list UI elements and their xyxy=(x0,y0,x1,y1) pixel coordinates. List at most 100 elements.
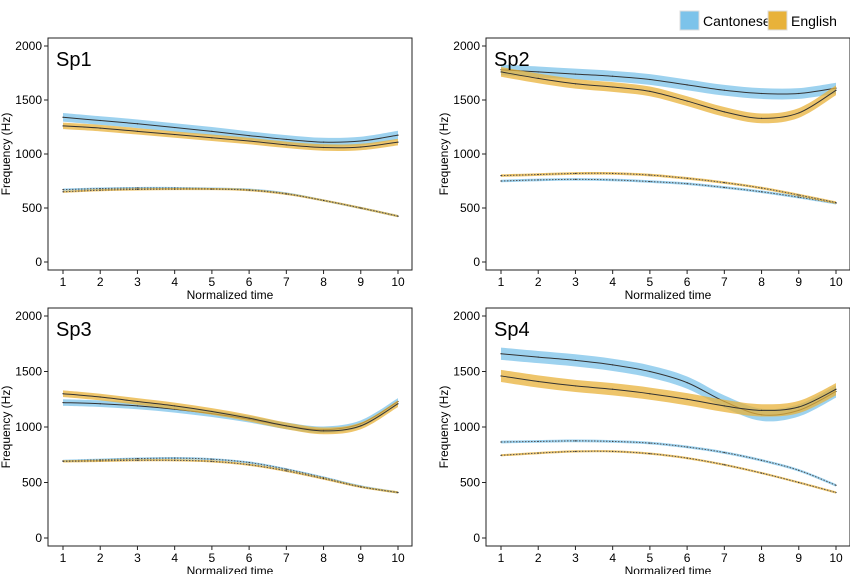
data-point xyxy=(136,400,139,403)
data-point xyxy=(798,92,800,95)
panel-frame xyxy=(47,37,413,271)
y-tick-label: 1000 xyxy=(15,420,42,434)
data-point xyxy=(612,388,614,390)
x-tick-label: 8 xyxy=(320,275,327,289)
data-point xyxy=(500,454,502,456)
x-tick-label: 3 xyxy=(572,275,579,289)
panel-title: Sp2 xyxy=(494,49,530,71)
series-line-cantonese-f2 xyxy=(500,69,837,95)
data-point xyxy=(760,191,763,193)
x-tick-label: 6 xyxy=(684,551,691,565)
data-point xyxy=(798,196,800,198)
x-tick-label: 6 xyxy=(684,275,691,289)
data-point xyxy=(136,123,139,125)
data-point xyxy=(723,111,725,113)
data-point xyxy=(174,405,176,407)
confidence-band-cantonese-f1 xyxy=(501,178,836,205)
data-point xyxy=(649,78,651,81)
legend-swatch-cantonese xyxy=(679,10,700,31)
data-point xyxy=(62,460,64,463)
panel-title: Sp4 xyxy=(494,319,530,341)
data-point xyxy=(99,127,101,129)
confidence-band-english-f2 xyxy=(63,122,398,151)
data-point xyxy=(798,194,800,196)
x-tick-label: 10 xyxy=(391,275,405,289)
panel-title: Sp1 xyxy=(56,49,92,71)
y-tick-label: 0 xyxy=(35,255,42,269)
data-point xyxy=(574,385,577,387)
data-point xyxy=(686,100,688,102)
data-point xyxy=(174,459,176,461)
x-tick-label: 8 xyxy=(758,275,765,289)
x-tick-label: 7 xyxy=(283,275,290,289)
data-point xyxy=(537,380,539,383)
data-point xyxy=(835,491,837,494)
data-point xyxy=(211,188,213,190)
x-tick-label: 7 xyxy=(721,551,728,565)
data-point xyxy=(136,405,139,407)
y-tick-label: 0 xyxy=(473,531,480,545)
data-point xyxy=(612,179,614,181)
data-point xyxy=(835,484,837,486)
x-tick-label: 1 xyxy=(498,551,505,565)
chart-panel-3: 0 500 1000 1500 2000 1 2 3 4 5 6 7 8 9 10 Normalized ti… xyxy=(0,307,413,574)
series-line-english-f2 xyxy=(500,71,837,119)
y-tick-label: 500 xyxy=(22,201,42,215)
data-point xyxy=(136,130,139,132)
y-tick-label: 500 xyxy=(460,476,480,490)
data-point xyxy=(686,457,688,459)
data-point xyxy=(574,178,577,180)
data-point xyxy=(686,177,688,179)
data-point xyxy=(397,403,399,405)
confidence-band-cantonese-f2 xyxy=(501,347,836,422)
series-line-cantonese-f2 xyxy=(62,116,399,143)
data-point xyxy=(686,183,688,185)
x-tick-label: 10 xyxy=(829,551,843,565)
y-tick-label: 1500 xyxy=(15,93,42,107)
y-tick-label: 1000 xyxy=(15,147,42,161)
data-point xyxy=(723,182,725,184)
data-point xyxy=(612,75,614,77)
x-tick-label: 8 xyxy=(320,551,327,565)
x-tick-label: 3 xyxy=(134,551,141,565)
x-tick-label: 2 xyxy=(535,275,542,289)
x-tick-label: 6 xyxy=(246,551,253,565)
data-point xyxy=(612,172,614,175)
data-point xyxy=(612,450,614,453)
data-point xyxy=(136,188,139,191)
data-point xyxy=(686,382,688,384)
data-point xyxy=(99,187,101,190)
y-tick-label: 2000 xyxy=(15,309,42,323)
data-point xyxy=(537,356,539,358)
data-point xyxy=(760,409,763,411)
data-point xyxy=(649,370,651,373)
data-point xyxy=(285,468,287,470)
x-tick-label: 3 xyxy=(134,275,141,289)
data-point xyxy=(612,364,614,366)
chart-panel-2: 0 500 1000 1500 2000 1 2 3 4 5 6 7 8 9 10 Normalized ti… xyxy=(437,37,850,302)
x-tick-label: 10 xyxy=(391,551,405,565)
data-point xyxy=(835,202,837,204)
data-point xyxy=(248,417,250,419)
series-line-english-f1 xyxy=(500,172,837,204)
data-point xyxy=(574,172,577,175)
data-point xyxy=(285,193,287,195)
data-point xyxy=(500,353,502,355)
data-point xyxy=(760,459,763,461)
data-point xyxy=(500,175,502,177)
series-line-cantonese-f1 xyxy=(500,178,837,204)
data-point xyxy=(322,146,325,149)
data-point xyxy=(248,464,250,466)
data-point xyxy=(360,140,362,142)
data-point xyxy=(211,458,213,460)
series-line-english-f1 xyxy=(62,188,399,217)
data-point xyxy=(174,133,176,136)
y-tick-label: 500 xyxy=(460,201,480,215)
y-tick-label: 0 xyxy=(35,531,42,545)
data-point xyxy=(537,71,539,73)
y-tick-label: 0 xyxy=(473,255,480,269)
x-tick-label: 5 xyxy=(647,551,654,565)
data-point xyxy=(537,173,539,176)
data-point xyxy=(612,86,614,88)
